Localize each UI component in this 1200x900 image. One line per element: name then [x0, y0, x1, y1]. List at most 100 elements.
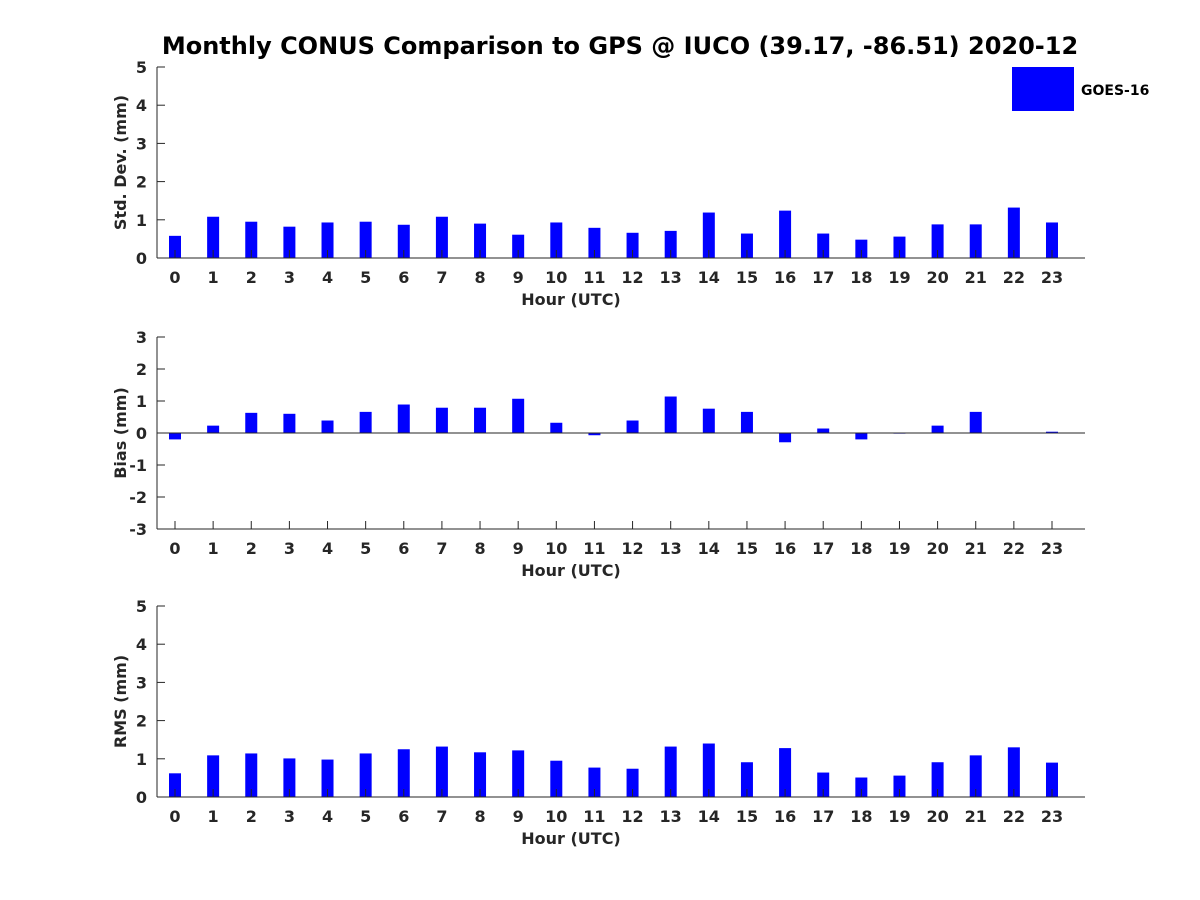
std-ytick-label: 3: [136, 134, 147, 153]
rms-bar-hour-23: [1045, 762, 1058, 797]
rms-xtick-label: 10: [545, 807, 567, 826]
rms-bar-hour-4: [321, 759, 334, 797]
std-bar-hour-2: [245, 221, 258, 258]
rms-bar-hour-9: [512, 750, 525, 797]
rms-xtick-label: 5: [360, 807, 371, 826]
bias-bar-hour-8: [474, 407, 487, 433]
std-bar-hour-19: [893, 236, 906, 258]
bias-xtick-label: 3: [284, 539, 295, 558]
bias-x-axis-label: Hour (UTC): [521, 561, 621, 580]
bias-xtick-label: 17: [812, 539, 834, 558]
bias-xtick-label: 21: [965, 539, 987, 558]
rms-bar-hour-10: [550, 760, 563, 797]
bias-ytick-label: -2: [129, 488, 147, 507]
bias-bar-hour-14: [702, 408, 715, 433]
bias-xtick-label: 22: [1003, 539, 1025, 558]
chart-title: Monthly CONUS Comparison to GPS @ IUCO (…: [162, 32, 1078, 60]
bias-bar-hour-15: [740, 411, 753, 433]
rms-bar-hour-8: [474, 752, 487, 797]
rms-ytick-label: 0: [136, 788, 147, 807]
rms-xtick-label: 22: [1003, 807, 1025, 826]
bias-bar-hour-5: [359, 411, 372, 433]
std-bar-hour-12: [626, 232, 639, 258]
std-bar-hour-15: [740, 233, 753, 258]
std-xtick-label: 0: [169, 268, 180, 287]
bias-xtick-label: 4: [322, 539, 333, 558]
rms-ytick-label: 1: [136, 750, 147, 769]
bias-bar-hour-23: [1045, 431, 1058, 433]
rms-xtick-label: 20: [926, 807, 948, 826]
std-y-axis-label: Std. Dev. (mm): [111, 95, 130, 230]
std-xtick-label: 1: [208, 268, 219, 287]
rms-bar-hour-18: [855, 777, 868, 797]
std-bar-hour-14: [702, 212, 715, 258]
bias-bar-hour-0: [169, 433, 181, 440]
bias-xtick-label: 9: [513, 539, 524, 558]
std-ytick-label: 2: [136, 173, 147, 192]
rms-xtick-label: 7: [436, 807, 447, 826]
std-bar-hour-0: [169, 235, 181, 258]
bias-bar-hour-6: [397, 404, 410, 433]
rms-xtick-label: 4: [322, 807, 333, 826]
bias-ytick-label: 2: [136, 360, 147, 379]
legend-label-goes16: GOES-16: [1081, 83, 1149, 99]
bias-xtick-label: 14: [698, 539, 720, 558]
rms-bar-hour-6: [397, 749, 410, 797]
rms-xtick-label: 16: [774, 807, 796, 826]
std-xtick-label: 2: [246, 268, 257, 287]
std-bar-hour-18: [855, 239, 868, 258]
rms-xtick-label: 6: [398, 807, 409, 826]
bias-xtick-label: 10: [545, 539, 567, 558]
std-bar-hour-11: [588, 227, 601, 258]
std-ytick-label: 0: [136, 249, 147, 268]
std-bar-hour-8: [474, 223, 487, 258]
std-xtick-label: 21: [965, 268, 987, 287]
bias-bar-hour-4: [321, 420, 334, 433]
rms-xtick-label: 15: [736, 807, 758, 826]
std-bar-hour-10: [550, 222, 563, 258]
std-bar-hour-7: [435, 216, 448, 258]
bias-bar-hour-20: [931, 425, 944, 433]
rms-bar-hour-1: [207, 755, 220, 797]
std-bar-hour-13: [664, 230, 677, 258]
std-xtick-label: 16: [774, 268, 796, 287]
rms-xtick-label: 19: [888, 807, 910, 826]
std-xtick-label: 13: [660, 268, 682, 287]
bias-xtick-label: 13: [660, 539, 682, 558]
bias-bar-hour-1: [207, 425, 220, 433]
rms-bar-hour-14: [702, 743, 715, 797]
std-bar-hour-23: [1045, 222, 1058, 258]
std-bar-hour-17: [817, 233, 830, 258]
std-xtick-label: 10: [545, 268, 567, 287]
bias-bar-hour-16: [779, 433, 792, 443]
bias-bar-hour-17: [817, 428, 830, 433]
std-xtick-label: 5: [360, 268, 371, 287]
rms-y-axis-label: RMS (mm): [111, 655, 130, 748]
std-xtick-label: 23: [1041, 268, 1063, 287]
rms-xtick-label: 17: [812, 807, 834, 826]
bias-xtick-label: 16: [774, 539, 796, 558]
rms-bar-hour-19: [893, 775, 906, 797]
bias-bar-hour-10: [550, 422, 563, 433]
rms-xtick-label: 9: [513, 807, 524, 826]
rms-ytick-label: 3: [136, 673, 147, 692]
rms-bar-hour-2: [245, 753, 258, 797]
std-bar-hour-21: [969, 224, 982, 258]
bias-ytick-label: 0: [136, 424, 147, 443]
rms-bar-hour-16: [779, 748, 792, 797]
std-ytick-label: 4: [136, 96, 147, 115]
rms-xtick-label: 23: [1041, 807, 1063, 826]
rms-x-axis-label: Hour (UTC): [521, 829, 621, 848]
rms-xtick-label: 2: [246, 807, 257, 826]
rms-xtick-label: 11: [583, 807, 605, 826]
bias-xtick-label: 5: [360, 539, 371, 558]
bias-xtick-label: 18: [850, 539, 872, 558]
rms-ytick-label: 2: [136, 712, 147, 731]
bias-ytick-label: 3: [136, 328, 147, 347]
std-bar-hour-16: [779, 210, 792, 258]
bias-bar-hour-7: [435, 407, 448, 433]
rms-bar-hour-15: [740, 762, 753, 797]
bias-bar-hour-21: [969, 411, 982, 433]
std-xtick-label: 15: [736, 268, 758, 287]
